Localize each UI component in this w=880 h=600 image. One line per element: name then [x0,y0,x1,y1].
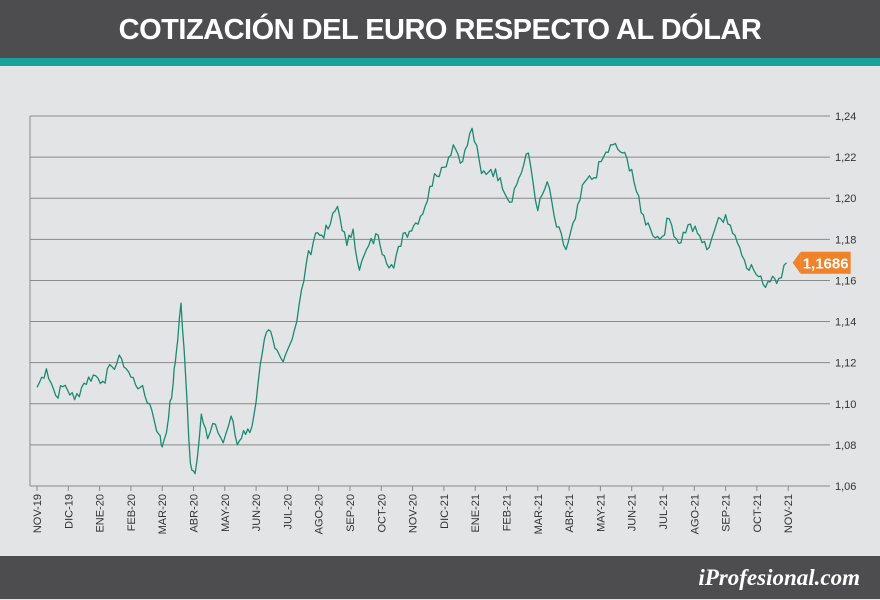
y-tick-label: 1,08 [835,440,856,452]
x-tick-label: ABR-20 [189,494,201,533]
x-tick-label: ENE-20 [95,494,107,533]
x-tick-label: SEP-20 [345,494,357,532]
last-value-badge [800,251,851,274]
series-line-eur-usd [36,127,788,475]
y-tick-label: 1,18 [835,234,856,246]
x-tick-label: ENE-21 [470,494,482,533]
x-tick-label: JUL-21 [658,494,670,529]
last-value-label: 1,1686 [803,255,849,272]
header-bar: COTIZACIÓN DEL EURO RESPECTO AL DÓLAR [0,0,880,58]
x-axis-ticks: NOV-19 DIC-19 ENE-20 FEB-20 MAR-20 ABR-20 MAY-… [32,486,795,534]
x-tick-label: DIC-21 [439,494,451,529]
x-tick-label: MAR-21 [533,494,545,534]
x-tick-label: FEB-20 [126,494,138,531]
x-tick-label: ABR-21 [564,494,576,533]
x-tick-label: JUN-21 [627,494,639,531]
y-tick-label: 1,20 [835,193,856,205]
y-tick-label: 1,06 [835,481,856,493]
grid-lines [29,115,830,487]
y-tick-label: 1,24 [835,111,856,123]
x-tick-label: SEP-21 [721,494,733,532]
series-layer [36,127,788,475]
x-tick-label: FEB-21 [502,494,514,531]
chart-area: 1,06 1,08 1,10 1,12 1,14 1,16 1,18 1,20 1,22 1,24… [0,66,880,556]
x-tick-label: DIC-19 [63,494,75,529]
x-tick-label: AGO-20 [314,494,326,534]
x-tick-label: NOV-19 [32,494,44,533]
y-tick-label: 1,10 [835,399,856,411]
x-tick-label: OCT-21 [752,494,764,533]
y-tick-label: 1,12 [835,358,856,370]
x-tick-label: MAY-20 [220,494,232,532]
x-tick-label: NOV-20 [408,494,420,533]
last-value-arrow [792,251,801,274]
x-tick-label: NOV-21 [783,494,795,533]
y-tick-label: 1,14 [835,317,856,329]
x-tick-label: JUN-20 [251,494,263,531]
x-tick-label: MAY-21 [595,494,607,532]
line-chart: 1,06 1,08 1,10 1,12 1,14 1,16 1,18 1,20 1,22 1,24… [29,111,856,534]
x-tick-label: AGO-21 [689,494,701,534]
y-tick-label: 1,16 [835,275,856,287]
chart-title: COTIZACIÓN DEL EURO RESPECTO AL DÓLAR [118,14,762,46]
y-tick-label: 1,22 [835,152,856,164]
x-tick-label: JUL-20 [282,494,294,529]
brand-logo: iProfesional.com [698,565,860,590]
x-tick-label: MAR-20 [157,494,169,534]
y-axis-ticks: 1,06 1,08 1,10 1,12 1,14 1,16 1,18 1,20 1,22 1,24 [835,111,856,493]
x-tick-label: OCT-20 [376,494,388,533]
last-value-badge-group: 1,1686 [792,251,851,274]
accent-stripe [0,58,880,66]
footer-bar: iProfesional.com [0,556,880,599]
